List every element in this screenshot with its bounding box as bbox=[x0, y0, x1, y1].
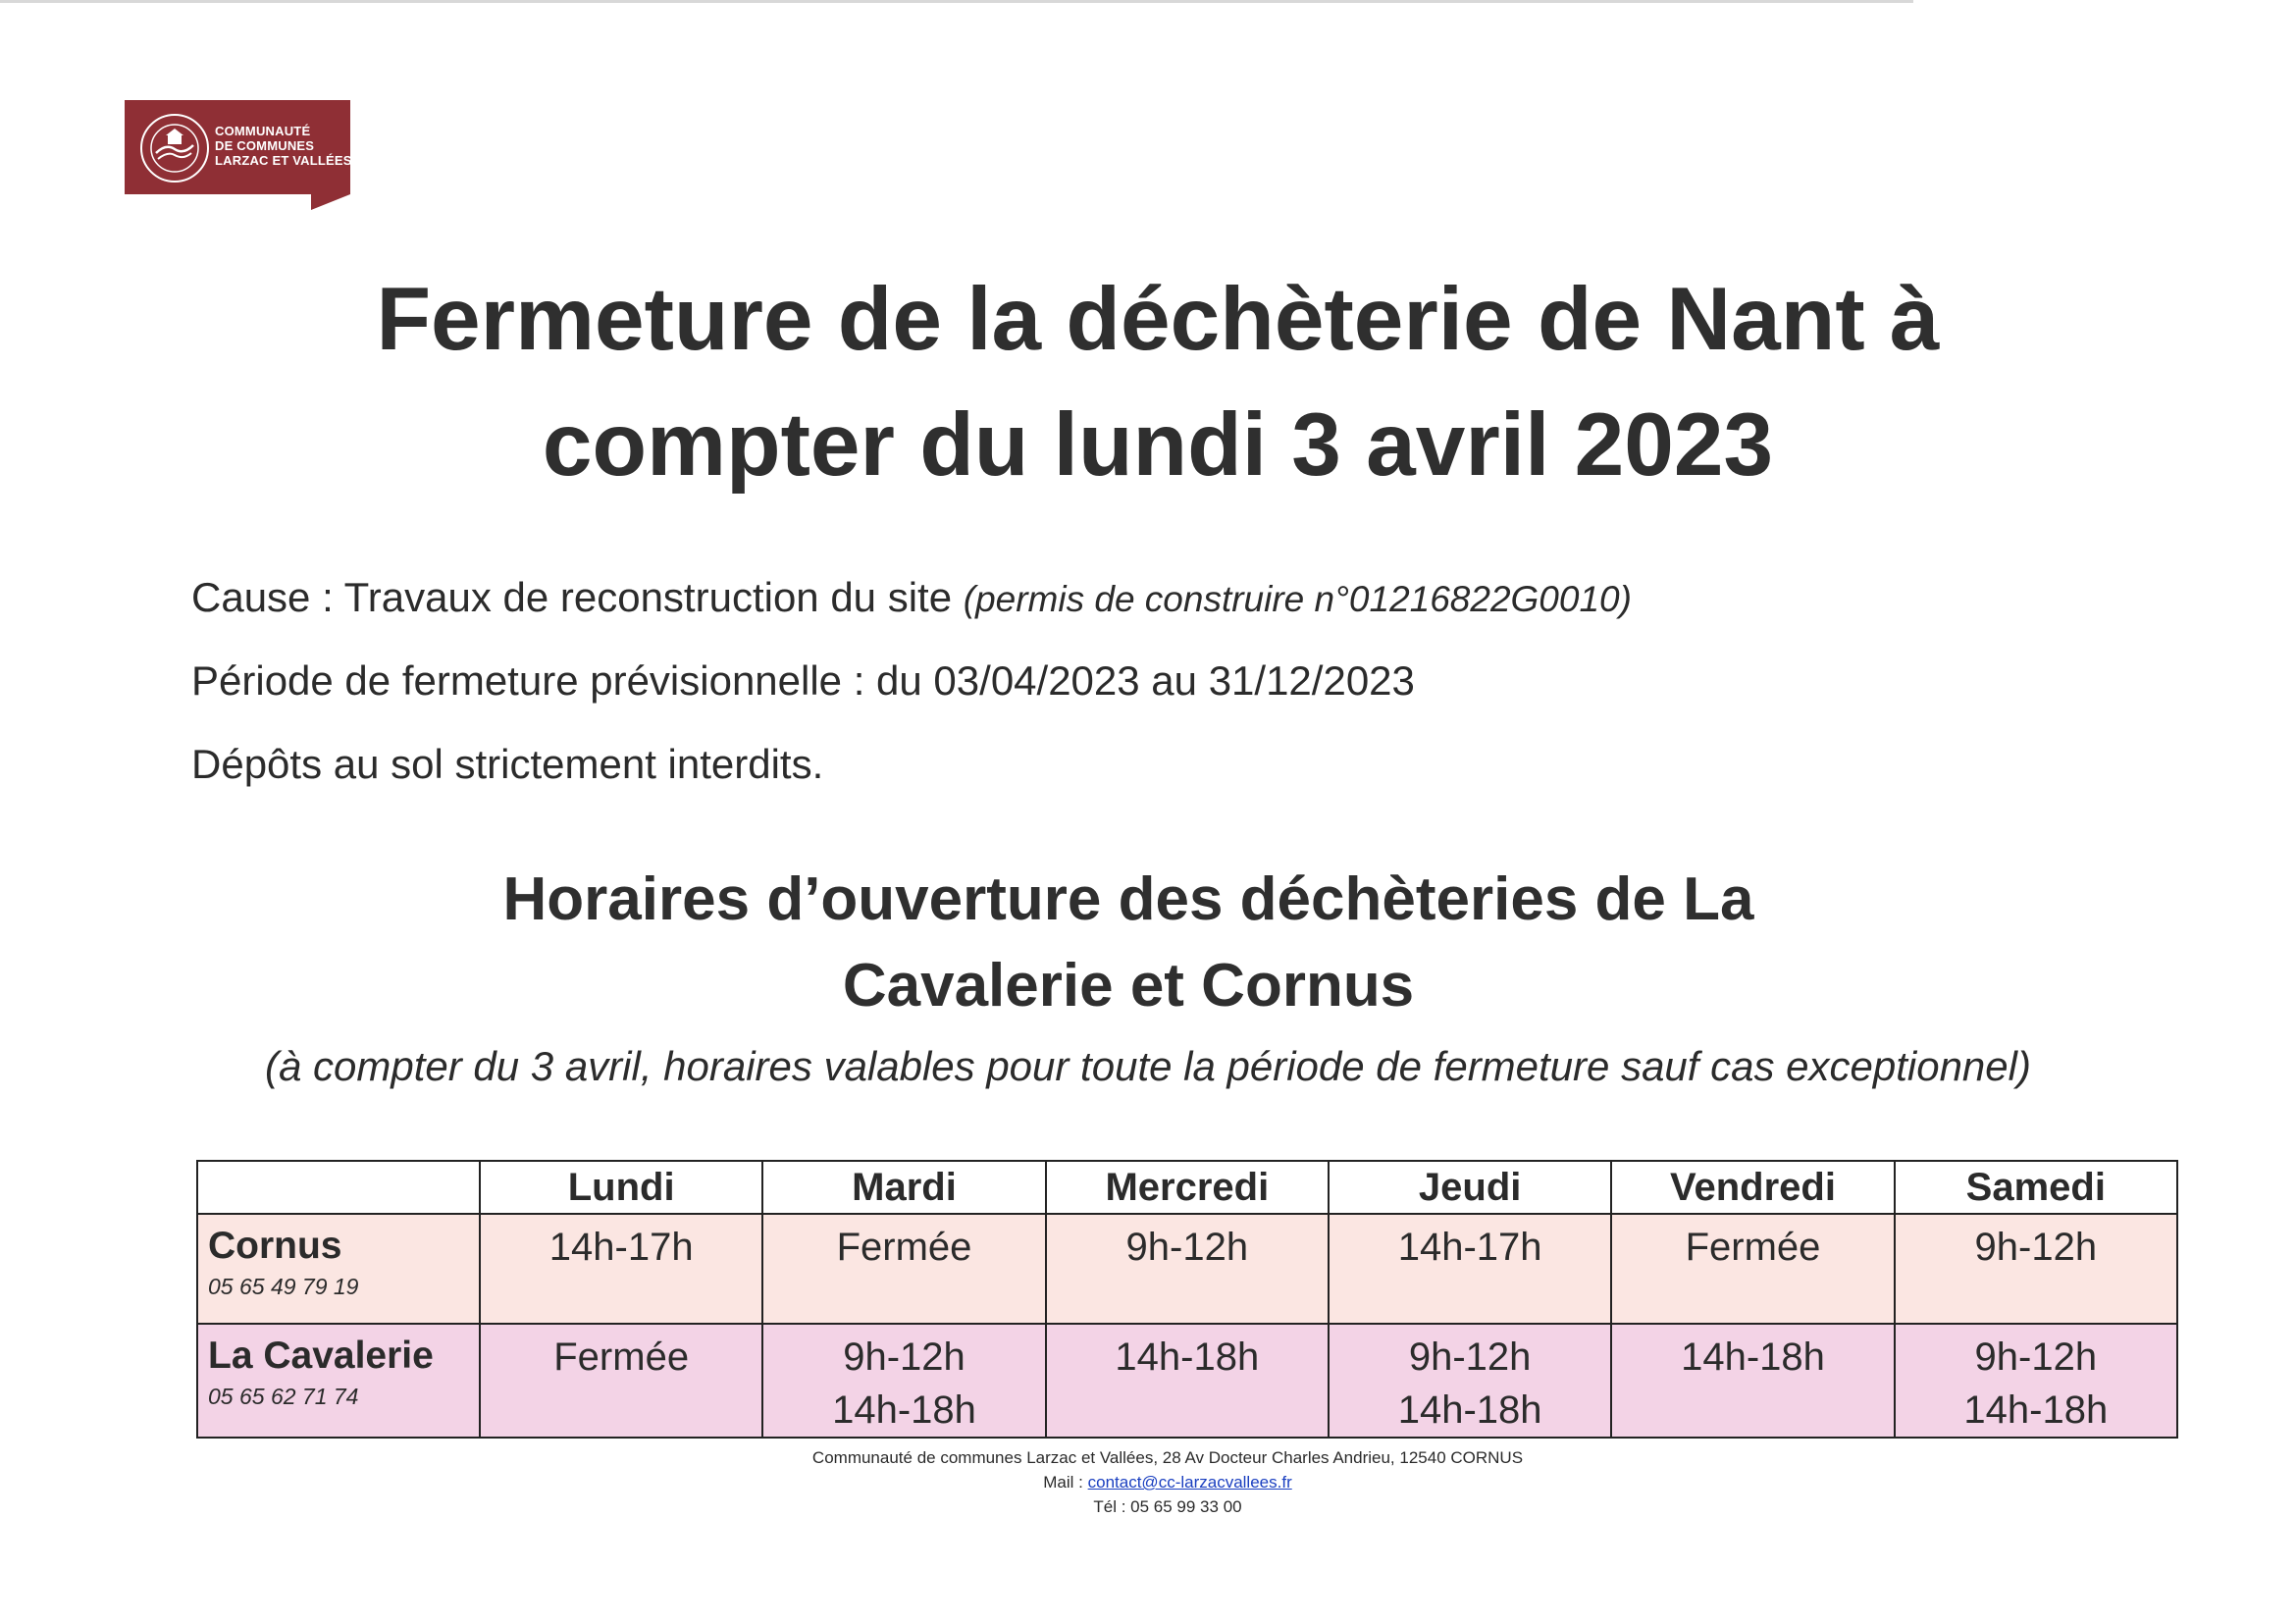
site-phone: 05 65 62 71 74 bbox=[208, 1384, 359, 1409]
hours-slot: Fermée bbox=[553, 1335, 690, 1379]
hours-slot: 9h-12h bbox=[1408, 1335, 1532, 1379]
site-cell: Cornus 05 65 49 79 19 bbox=[196, 1213, 481, 1325]
hours-cell: 9h-12h 14h-18h bbox=[1327, 1323, 1613, 1439]
footer-address: Communauté de communes Larzac et Vallées… bbox=[811, 1448, 1524, 1467]
hours-slot: 14h-18h bbox=[1397, 1388, 1542, 1432]
hours-cell: Fermée bbox=[478, 1323, 764, 1439]
table-row-la-cavalerie: La Cavalerie 05 65 62 71 74 Fermée 9h-12… bbox=[196, 1323, 2179, 1439]
logo-emblem-icon bbox=[140, 114, 209, 183]
table-header-row: Lundi Mardi Mercredi Jeudi Vendredi Same… bbox=[196, 1160, 2179, 1215]
day-header: Samedi bbox=[1893, 1160, 2179, 1215]
permit-text: (permis de construire n°01216822G0010) bbox=[963, 579, 1632, 619]
hours-cell: 14h-17h bbox=[1327, 1213, 1613, 1325]
day-header: Lundi bbox=[478, 1160, 764, 1215]
hours-slot: Fermée bbox=[1685, 1226, 1821, 1269]
period-line: Période de fermeture prévisionnelle : du… bbox=[191, 657, 1415, 704]
title-line2: compter du lundi 3 avril 2023 bbox=[542, 395, 1774, 495]
day-header: Mardi bbox=[761, 1160, 1047, 1215]
hours-slot: 14h-18h bbox=[832, 1388, 976, 1432]
hours-slot: 14h-17h bbox=[548, 1226, 694, 1269]
logo-text-line2: DE COMMUNES bbox=[215, 138, 315, 153]
title-line1: Fermeture de la déchèterie de Nant à bbox=[376, 270, 1940, 369]
hours-slot: 9h-12h bbox=[843, 1335, 965, 1379]
hours-slot: 9h-12h bbox=[1974, 1226, 2098, 1269]
day-header: Vendredi bbox=[1610, 1160, 1896, 1215]
hours-cell: 9h-12h bbox=[1893, 1213, 2179, 1325]
hours-cell: 9h-12h 14h-18h bbox=[1893, 1323, 2179, 1439]
hours-slot: 14h-18h bbox=[1963, 1388, 2109, 1432]
day-header: Jeudi bbox=[1327, 1160, 1613, 1215]
hours-cell: 14h-17h bbox=[478, 1213, 764, 1325]
footer-mail-label: Mail : bbox=[1043, 1473, 1083, 1492]
corner-cell bbox=[196, 1160, 481, 1215]
hours-cell: 14h-18h bbox=[1044, 1323, 1330, 1439]
hours-cell: Fermée bbox=[761, 1213, 1047, 1325]
hours-slot: 14h-18h bbox=[1681, 1335, 1825, 1379]
site-name: Cornus bbox=[208, 1225, 342, 1267]
subtitle-line1: Horaires d’ouverture des déchèteries de … bbox=[502, 865, 1754, 933]
hours-cell: 9h-12h 14h-18h bbox=[761, 1323, 1047, 1439]
hours-slot: 14h-17h bbox=[1397, 1226, 1542, 1269]
site-name: La Cavalerie bbox=[208, 1335, 434, 1377]
table-row-cornus: Cornus 05 65 49 79 19 14h-17h Fermée 9h-… bbox=[196, 1213, 2179, 1325]
day-header: Mercredi bbox=[1044, 1160, 1330, 1215]
deposits-line: Dépôts au sol strictement interdits. bbox=[191, 741, 824, 787]
footer-tel: Tél : 05 65 99 33 00 bbox=[1093, 1497, 1242, 1516]
schedule-heading: Horaires d’ouverture des déchèteries de … bbox=[314, 857, 1943, 1029]
hours-slot: 9h-12h bbox=[1125, 1226, 1249, 1269]
site-cell: La Cavalerie 05 65 62 71 74 bbox=[196, 1323, 481, 1439]
hours-slot: Fermée bbox=[836, 1226, 972, 1269]
footer-mail-link[interactable]: contact@cc-larzacvallees.fr bbox=[1087, 1473, 1292, 1492]
site-phone: 05 65 49 79 19 bbox=[208, 1274, 359, 1299]
hours-slot: 14h-18h bbox=[1115, 1335, 1260, 1379]
page-title: Fermeture de la déchèterie de Nant à com… bbox=[147, 257, 2168, 508]
logo-tab-shape bbox=[311, 194, 350, 210]
logo: COMMUNAUTÉ DE COMMUNES LARZAC ET VALLÉES bbox=[125, 100, 352, 194]
footer-mail-line: Mail : contact@cc-larzacvallees.fr bbox=[589, 1470, 1747, 1494]
hours-cell: 9h-12h bbox=[1044, 1213, 1330, 1325]
hours-cell: 14h-18h bbox=[1610, 1323, 1896, 1439]
schedule-note: (à compter du 3 avril, horaires valables… bbox=[265, 1043, 2031, 1089]
logo-text-line1: COMMUNAUTÉ bbox=[215, 124, 311, 138]
schedule-table: Lundi Mardi Mercredi Jeudi Vendredi Same… bbox=[196, 1160, 2179, 1439]
scan-edge-line bbox=[0, 0, 1913, 3]
footer: Communauté de communes Larzac et Vallées… bbox=[589, 1445, 1747, 1519]
cause-line: Cause : Travaux de reconstruction du sit… bbox=[191, 574, 1632, 621]
hours-cell: Fermée bbox=[1610, 1213, 1896, 1325]
cause-text: Cause : Travaux de reconstruction du sit… bbox=[191, 574, 953, 620]
subtitle-line2: Cavalerie et Cornus bbox=[842, 952, 1415, 1020]
logo-text-line3: LARZAC ET VALLÉES bbox=[215, 153, 352, 168]
hours-slot: 9h-12h bbox=[1974, 1335, 2098, 1379]
